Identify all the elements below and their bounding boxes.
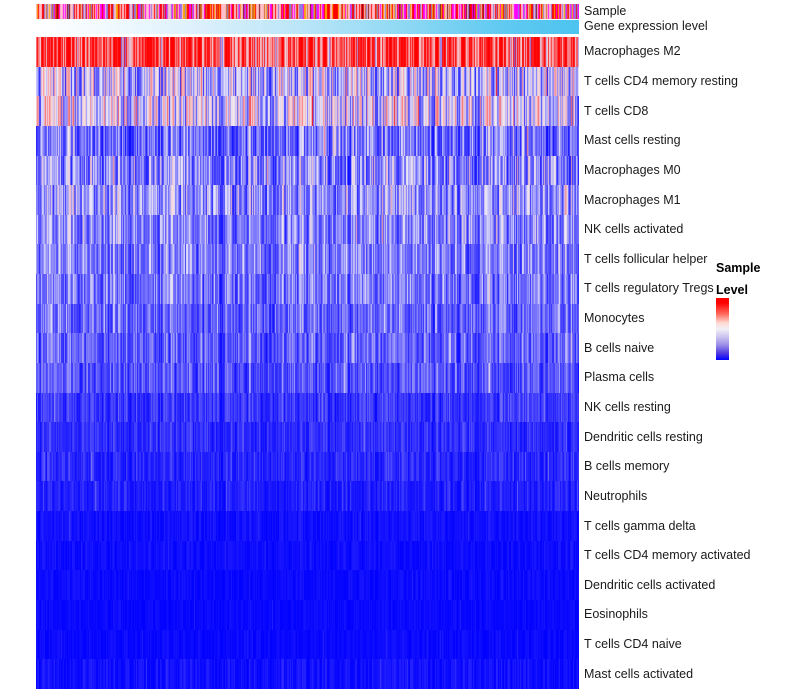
heatmap-row-cells <box>36 540 579 571</box>
row-label: Mast cells activated <box>584 666 694 681</box>
row-label: T cells CD8 <box>584 103 649 118</box>
row-label: Eosinophils <box>584 607 648 622</box>
heatmap-row <box>36 392 579 423</box>
heatmap-row-cells <box>36 511 579 541</box>
heatmap-row <box>36 540 579 571</box>
level-legend: Level <box>716 283 800 360</box>
heatmap-row <box>36 37 579 67</box>
heatmap-row-cells <box>36 392 579 423</box>
heatmap-row-cells <box>36 629 579 660</box>
heatmap-row-cells <box>36 185 579 215</box>
sample-annotation-bar <box>36 4 579 19</box>
heatmap-row <box>36 659 579 689</box>
row-label-column: Macrophages M2 T cells CD4 memory resting… <box>584 37 784 689</box>
heatmap-body <box>36 37 579 689</box>
heatmap-row-cells <box>36 362 579 393</box>
row-label: Mast cells resting <box>584 133 681 148</box>
row-label: T cells CD4 naive <box>584 637 682 652</box>
level-colorbar-ticks <box>716 298 729 360</box>
heatmap-row-cells <box>36 214 579 245</box>
heatmap-row-cells <box>36 37 579 67</box>
row-label: NK cells resting <box>584 399 671 414</box>
heatmap-row <box>36 155 579 186</box>
heatmap-row <box>36 629 579 660</box>
gene-expression-annotation-label: Gene expression level <box>584 19 708 33</box>
heatmap-row-cells <box>36 303 579 334</box>
heatmap-row <box>36 274 579 304</box>
heatmap-row-cells <box>36 125 579 156</box>
gene-expression-annotation-bar <box>36 20 579 34</box>
row-label: NK cells activated <box>584 222 684 237</box>
heatmap-row-cells <box>36 274 579 304</box>
heatmap-row-cells <box>36 96 579 126</box>
heatmap-row-cells <box>36 599 579 630</box>
row-label: B cells naive <box>584 340 655 355</box>
heatmap-row-cells <box>36 155 579 186</box>
heatmap-row-cells <box>36 333 579 363</box>
row-label: T cells follicular helper <box>584 251 708 266</box>
heatmap-row <box>36 303 579 334</box>
row-label: T cells regulatory Tregs <box>584 281 714 296</box>
heatmap-row <box>36 185 579 215</box>
heatmap-row-cells <box>36 422 579 452</box>
heatmap-row-cells <box>36 66 579 97</box>
sample-annotation-cells <box>36 4 579 19</box>
row-label: Dendritic cells activated <box>584 577 716 592</box>
sample-annotation-label: Sample <box>584 4 627 18</box>
heatmap-row-cells <box>36 451 579 482</box>
heatmap-row <box>36 481 579 511</box>
heatmap-row <box>36 599 579 630</box>
heatmap-row <box>36 511 579 541</box>
row-label: Neutrophils <box>584 488 648 503</box>
heatmap-row <box>36 214 579 245</box>
row-label: Dendritic cells resting <box>584 429 703 444</box>
level-legend-title: Level <box>716 283 748 297</box>
row-dendrogram <box>0 37 36 689</box>
heatmap-row <box>36 362 579 393</box>
heatmap-row <box>36 451 579 482</box>
heatmap-row <box>36 96 579 126</box>
row-label: Plasma cells <box>584 370 655 385</box>
row-label: B cells memory <box>584 459 670 474</box>
row-label: Macrophages M2 <box>584 44 681 59</box>
heatmap-row-cells <box>36 659 579 689</box>
row-label: T cells gamma delta <box>584 518 696 533</box>
heatmap-row-cells <box>36 244 579 274</box>
heatmap-row-cells <box>36 481 579 511</box>
row-label: Monocytes <box>584 311 645 326</box>
level-colorbar <box>716 298 729 360</box>
sample-legend-title: Sample <box>716 261 761 275</box>
heatmap-row <box>36 66 579 97</box>
legend-panel: Sample Level <box>716 261 800 360</box>
heatmap-row <box>36 570 579 600</box>
row-label: Macrophages M0 <box>584 162 681 177</box>
row-label: Macrophages M1 <box>584 192 681 207</box>
heatmap-row <box>36 125 579 156</box>
heatmap-row <box>36 333 579 363</box>
row-label: T cells CD4 memory activated <box>584 548 751 563</box>
heatmap-row <box>36 244 579 274</box>
heatmap-row-cells <box>36 570 579 600</box>
heatmap-row <box>36 422 579 452</box>
row-label: T cells CD4 memory resting <box>584 73 738 88</box>
